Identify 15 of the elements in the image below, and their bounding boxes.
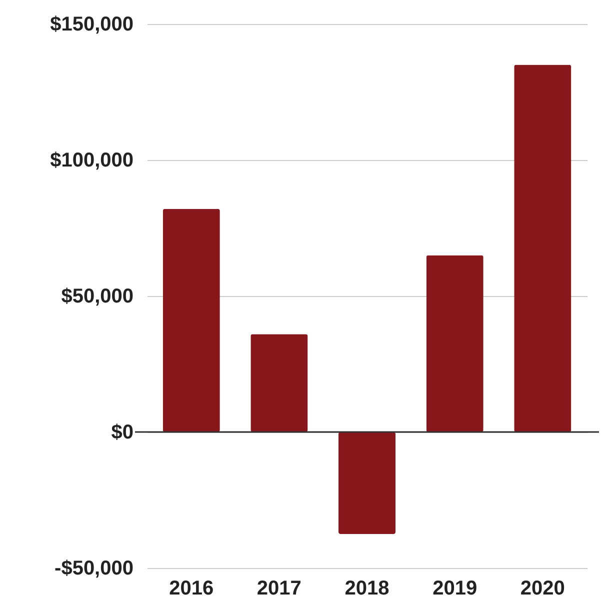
y-tick-label: $50,000 bbox=[61, 286, 134, 308]
bar bbox=[162, 208, 220, 432]
x-tick-label: 2019 bbox=[432, 578, 478, 600]
bar bbox=[338, 432, 396, 534]
bar bbox=[250, 334, 308, 432]
y-tick-label: $0 bbox=[111, 422, 134, 444]
y-tick-label: $150,000 bbox=[50, 14, 134, 36]
y-tick-label: -$50,000 bbox=[54, 558, 134, 580]
x-tick-label: 2018 bbox=[344, 578, 390, 600]
x-tick-label: 2017 bbox=[256, 578, 302, 600]
y-tick-label: $100,000 bbox=[50, 150, 134, 172]
x-tick-label: 2020 bbox=[520, 578, 565, 600]
bar bbox=[426, 255, 484, 432]
x-tick-label: 2016 bbox=[169, 578, 214, 600]
bar bbox=[514, 64, 572, 432]
